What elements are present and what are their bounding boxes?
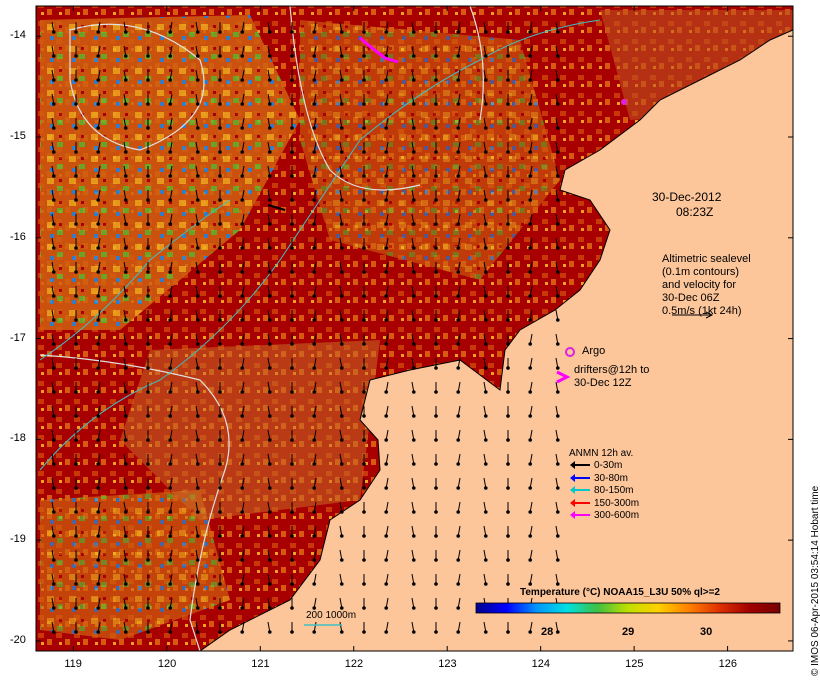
drifters-label: drifters@12h to: [574, 364, 650, 376]
arrow-left-icon: [570, 473, 590, 482]
latitude-tick-label: -19: [10, 533, 26, 546]
anmn-legend-label: 80-150m: [594, 485, 634, 496]
plot-frame: [35, 5, 794, 652]
colorbar-tick: 29: [622, 626, 635, 638]
credit-line: © IMOS 06-Apr-2015 03:54:14 Hobart time: [810, 485, 820, 676]
longitude-tick-label: 123: [438, 658, 457, 670]
sst-mixed-region: [40, 15, 300, 330]
sealevel-contour: [469, 6, 484, 121]
colorbar: [475, 602, 781, 614]
image-date: 30-Dec-2012: [652, 190, 722, 204]
axis-ticks: [36, 6, 793, 651]
anmn-legend-label: 0-30m: [594, 460, 623, 471]
sealevel-line: (0.1m contours): [662, 266, 740, 278]
anmn-legend-label: 30-80m: [594, 472, 628, 484]
longitude-tick-label: 119: [64, 658, 82, 670]
anmn-mooring-arrow: [267, 204, 286, 211]
image-time: 08:23Z: [676, 205, 714, 219]
sealevel-contour: [289, 6, 421, 191]
anmn-legend-label: 300-600m: [594, 510, 640, 521]
isobath-line: [39, 199, 231, 361]
drifter-track: [359, 36, 399, 64]
arrow-left-icon: [570, 511, 590, 520]
anmn-legend-item: 300-600m: [570, 510, 640, 522]
colorbar-title: Temperature (°C) NOAA15_L3U 50% ql>=2: [520, 587, 720, 598]
longitude-tick-label: 120: [157, 658, 177, 670]
isobath-line: [39, 19, 601, 471]
velocity-arrows: [51, 21, 560, 634]
latitude-tick-label: -20: [10, 633, 26, 646]
sealevel-line: and velocity for: [662, 279, 736, 291]
colorbar-tick: 30: [700, 626, 713, 638]
arrow-left-icon: [570, 486, 590, 495]
isobath-legend-label: 200 1000m: [306, 610, 357, 621]
sealevel-line: 30-Dec 06Z: [662, 292, 720, 304]
sst-mixed-region: [300, 20, 560, 280]
velocity-scale-arrowhead: [705, 311, 714, 319]
latitude-tick-label: -15: [10, 130, 26, 143]
sealevel-line: 0.5m/s (1kt 24h): [662, 305, 742, 317]
land-mass: [199, 6, 793, 651]
longitude-tick-label: 126: [718, 658, 737, 670]
anmn-legend-label: 150-300m: [594, 497, 640, 509]
arrow-left-icon: [570, 461, 590, 470]
latitude-tick-label: -14: [10, 29, 26, 42]
arrow-left-icon: [570, 498, 590, 507]
anmn-legend-item: 30-80m: [570, 472, 628, 485]
sealevel-contour: [39, 354, 230, 651]
anmn-legend-item: 150-300m: [570, 497, 640, 510]
colorbar-tick: 28: [541, 626, 554, 638]
argo-legend-icon: [565, 347, 575, 357]
longitude-tick-label: 125: [625, 658, 644, 670]
longitude-tick-label: 122: [344, 658, 364, 670]
latitude-tick-label: -18: [10, 432, 26, 445]
anmn-legend-item: 80-150m: [570, 485, 634, 497]
longitude-tick-label: 124: [531, 658, 551, 670]
longitude-tick-label: 121: [251, 658, 270, 670]
latitude-tick-label: -17: [10, 331, 26, 344]
sealevel-line: Altimetric sealevel: [662, 253, 751, 265]
drifters-label: 30-Dec 12Z: [574, 377, 632, 389]
argo-label: Argo: [582, 345, 606, 357]
argo-float: [621, 99, 627, 105]
latitude-tick-label: -16: [10, 230, 26, 243]
anmn-legend-item: 0-30m: [570, 460, 623, 472]
anmn-legend-title: ANMN 12h av.: [569, 448, 634, 459]
sst-mixed-region: [40, 490, 230, 640]
drifters-legend-icon: [556, 370, 571, 384]
sealevel-contour: [69, 23, 205, 151]
